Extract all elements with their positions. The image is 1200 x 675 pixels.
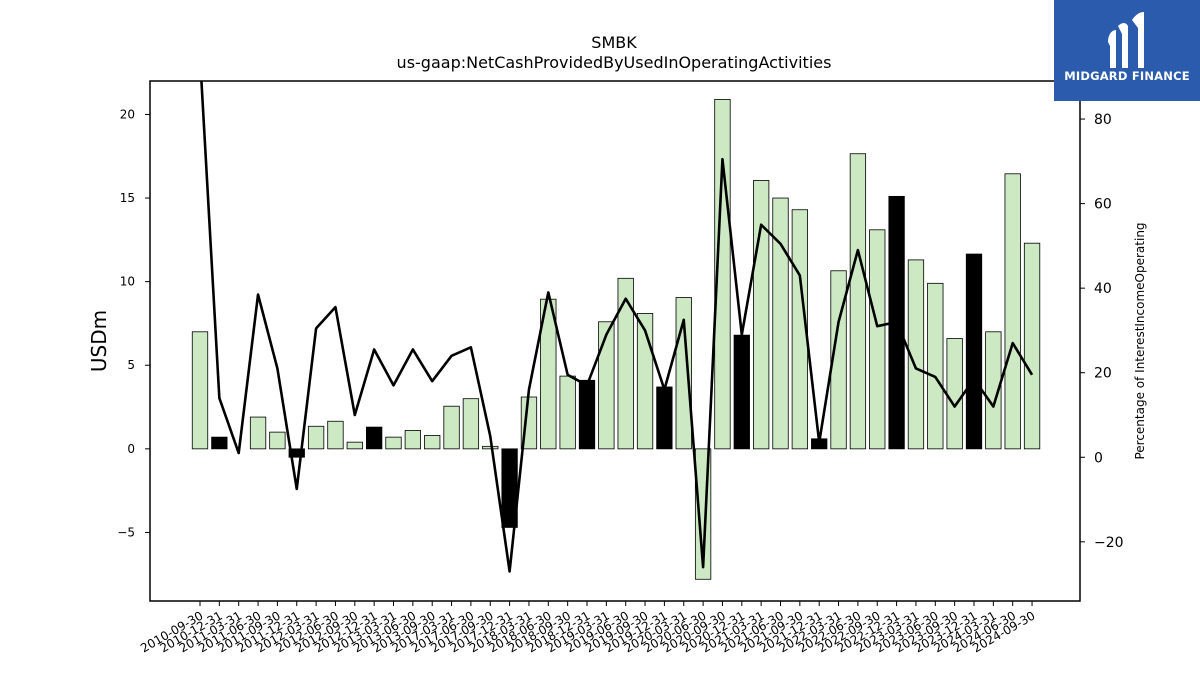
bar-2018-09-30: [559, 375, 576, 450]
line-layer: [200, 81, 1034, 573]
y2-tick-label: 0: [1094, 450, 1103, 466]
bar-2019-12-31: [656, 386, 673, 450]
bar-2018-06-30: [540, 298, 557, 450]
line-series: [200, 81, 1034, 573]
bar-2023-09-30: [946, 338, 963, 450]
bar-2023-06-30: [927, 282, 944, 450]
bar-2013-03-31: [385, 436, 402, 450]
y2-tick-label: 40: [1094, 281, 1112, 297]
bar-2021-03-31: [753, 180, 770, 450]
bar-2010-09-30: [191, 331, 209, 450]
y2-axis-label: Percentage of InterestIncomeOperating: [1133, 222, 1147, 459]
y-axis-left: −5 0 5 10 15 20: [117, 107, 150, 539]
bar-2012-06-30: [327, 420, 344, 450]
bar-2012-09-30: [346, 441, 363, 450]
bar-2019-06-30: [617, 277, 634, 450]
bar-2017-03-31: [443, 405, 460, 450]
bar-2020-12-31: [733, 334, 750, 450]
brand-logo: MIDGARD FINANCE: [1054, 0, 1200, 101]
bar-2012-12-31: [366, 426, 383, 450]
bar-2019-09-30: [636, 313, 654, 450]
bar-2024-03-31: [985, 331, 1002, 450]
midgard-logo-icon: [1108, 12, 1144, 68]
bar-2012-03-31: [307, 425, 325, 450]
y2-tick-label: 20: [1094, 366, 1112, 382]
bar-2023-03-31: [907, 259, 925, 450]
y-tick-label: −5: [117, 525, 135, 539]
bar-2013-09-30: [424, 435, 441, 450]
bars-layer: [191, 98, 1041, 580]
bar-2022-03-31: [830, 270, 847, 450]
bar-2010-12-31: [211, 436, 228, 450]
bar-2013-06-30: [404, 430, 421, 450]
bar-2024-06-30: [1004, 173, 1021, 450]
y-axis-label: USDm: [87, 310, 111, 372]
bar-2024-09-30: [1023, 242, 1041, 450]
bar-2018-12-31: [578, 379, 596, 450]
y-tick-label: 10: [120, 275, 135, 289]
y-tick-label: 15: [120, 191, 135, 205]
bar-2022-06-30: [849, 153, 867, 450]
chart-title: SMBK: [591, 33, 637, 52]
bar-2011-06-30: [249, 416, 267, 450]
bar-2019-03-31: [598, 321, 615, 450]
bar-2017-09-30: [482, 445, 499, 450]
y2-tick-label: 60: [1094, 197, 1112, 213]
bar-2021-06-30: [772, 197, 789, 450]
y2-tick-label: −20: [1094, 535, 1124, 551]
y-axis-right: −20 0 20 40 60 80: [1080, 112, 1124, 551]
y-tick-label: 0: [127, 442, 135, 456]
brand-name: MIDGARD FINANCE: [1064, 69, 1190, 83]
bar-2011-12-31: [288, 448, 305, 458]
y-tick-label: 20: [120, 107, 135, 121]
y-tick-label: 5: [127, 358, 135, 372]
y2-tick-label: 80: [1094, 112, 1112, 128]
bar-2023-12-31: [965, 253, 983, 450]
plot-frame: [149, 80, 1081, 602]
chart-subtitle: us-gaap:NetCashProvidedByUsedInOperating…: [397, 53, 832, 72]
bar-2022-09-30: [869, 229, 886, 450]
x-axis: 2010-09-302010-12-312011-03-312011-06-30…: [138, 601, 1038, 655]
bar-2017-06-30: [462, 398, 480, 450]
bar-2011-09-30: [269, 431, 286, 450]
